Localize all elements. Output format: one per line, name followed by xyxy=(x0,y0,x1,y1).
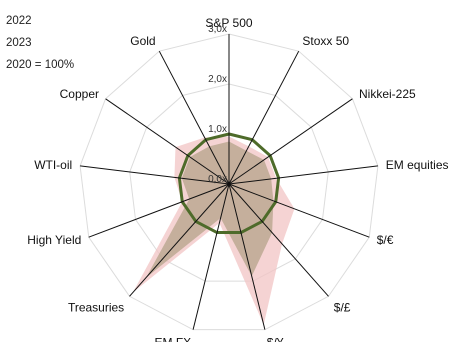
axis-label-em-fx: EM FX xyxy=(155,335,192,342)
legend-entry-2022: 2022 xyxy=(6,15,32,27)
spoke-axis xyxy=(228,183,266,330)
axis-label-gold: Gold xyxy=(130,34,155,48)
spoke-axis xyxy=(228,183,370,238)
spoke-gold xyxy=(158,50,230,185)
tick-label-3: 3,0x xyxy=(208,24,227,35)
axis-label-copper: Copper xyxy=(60,87,99,101)
axis-label-em-equities: EM equities xyxy=(386,158,449,172)
series-layer xyxy=(132,132,295,325)
series-2-polygon xyxy=(177,132,281,235)
axis-label-stoxx-50: Stoxx 50 xyxy=(302,34,349,48)
axis-label-treasuries: Treasuries xyxy=(68,300,124,314)
axis-label-s-p-500: S&P 500 xyxy=(205,16,252,30)
axis-label-nikkei-225: Nikkei-225 xyxy=(359,87,416,101)
spoke-treasuries xyxy=(129,183,230,297)
axis-label-axis: $/£ xyxy=(334,300,351,314)
grid-ring-3 xyxy=(79,33,379,331)
spokes xyxy=(80,34,378,330)
tick-label-1: 1,0x xyxy=(208,124,227,135)
tick-label-2: 2,0x xyxy=(208,74,227,85)
legend-entry-2023: 2023 xyxy=(6,37,32,49)
spoke-axis xyxy=(228,183,329,297)
spoke-em-equities xyxy=(228,165,378,185)
spoke-copper xyxy=(105,98,230,185)
axis-label-axis: $/€ xyxy=(377,233,394,247)
tick-labels: 0,0x 1,0x 2,0x 3,0x xyxy=(208,24,227,185)
spoke-em-fx xyxy=(192,183,230,330)
axis-label-axis: $/¥ xyxy=(267,335,284,342)
tick-label-0: 0,0x xyxy=(208,174,227,185)
legend-entry-baseline: 2020 = 100% xyxy=(6,59,75,71)
axis-label-high-yield: High Yield xyxy=(27,233,81,247)
spoke-stoxx-50 xyxy=(228,50,300,185)
spoke-high-yield xyxy=(88,183,230,238)
axis-label-wti-oil: WTI-oil xyxy=(34,158,72,172)
spoke-nikkei-225 xyxy=(228,98,353,185)
legend: 2022 2023 2020 = 100% xyxy=(6,10,74,76)
spoke-wti-oil xyxy=(80,165,230,185)
axis-labels: S&P 500 Stoxx 50 Nikkei-225 EM equities $/€ $… xyxy=(27,16,448,342)
grid-ring-2 xyxy=(129,83,329,282)
series-1-polygon xyxy=(146,141,274,278)
